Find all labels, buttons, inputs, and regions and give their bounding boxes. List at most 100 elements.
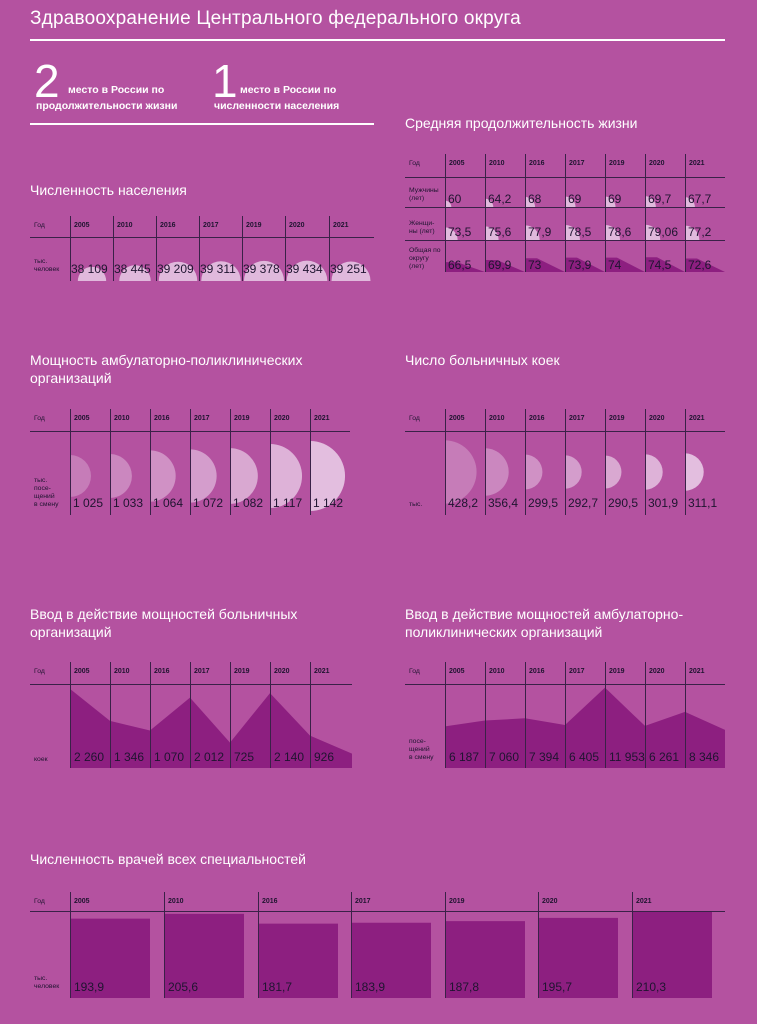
life-mark-2-3 (565, 257, 605, 272)
outp-mark-3 (190, 449, 217, 503)
newoutp-area (445, 687, 725, 768)
doc-col-divider (351, 892, 352, 998)
doc-value-5: 195,7 (542, 980, 573, 994)
beds-col-divider (485, 409, 486, 515)
outp-col-divider (230, 409, 231, 515)
outp-year-5: 2020 (274, 415, 290, 422)
pop-mark-1 (119, 265, 151, 281)
newoutp-year-2: 2016 (529, 668, 545, 675)
life-value-2-3: 73,9 (568, 258, 592, 272)
pop-value-2: 39 209 (157, 262, 194, 276)
stats-divider (30, 123, 374, 125)
pop-value-1: 38 445 (114, 262, 151, 276)
beds-col-divider (525, 409, 526, 515)
newoutp-value-6: 8 346 (689, 750, 720, 764)
life-mark-2-6 (685, 258, 725, 272)
doc-bar-5 (538, 917, 618, 998)
pop-mark-5 (286, 260, 328, 281)
doc-value-3: 183,9 (355, 980, 386, 994)
pop-unit-label: человек (34, 266, 60, 273)
newhosp-unit-label: коек (34, 756, 48, 763)
newoutp-col-divider (685, 662, 686, 768)
life-total-label: (лет) (409, 263, 425, 270)
newoutp-value-3: 6 405 (569, 750, 600, 764)
life-mark-1-3 (565, 225, 580, 240)
life-mark-0-4 (605, 196, 616, 207)
life-women-label: ны (лет) (409, 228, 435, 235)
beds-col-divider (445, 409, 446, 515)
newoutp-value-5: 6 261 (649, 750, 680, 764)
newoutp-col-divider (445, 662, 446, 768)
beds-value-6: 311,1 (688, 496, 718, 510)
beds-mark-1 (485, 448, 509, 496)
doc-year-0: 2005 (74, 898, 90, 905)
newoutp-col-divider (525, 662, 526, 768)
newhosp-value-1: 1 346 (114, 750, 145, 764)
doc-col-divider (164, 892, 165, 998)
life-year-6: 2021 (689, 160, 705, 167)
life-value-0-1: 64,2 (488, 192, 512, 206)
beds-mark-3 (565, 455, 582, 489)
pop-year-4: 2019 (246, 222, 262, 229)
newoutp-col-divider (565, 662, 566, 768)
beds-mark-0 (445, 440, 477, 504)
life-value-2-6: 72,6 (688, 258, 712, 272)
outp-mark-4 (230, 448, 258, 504)
chart-title-new-hospital: Ввод в действие мощностей больничных орг… (30, 606, 298, 640)
life-value-0-2: 68 (528, 192, 542, 206)
outp-value-2: 1 064 (153, 496, 184, 510)
life-mark-2-5 (645, 257, 685, 272)
doc-value-1: 205,6 (168, 980, 199, 994)
newoutp-unit-label: щений (409, 746, 430, 753)
doc-col-divider (258, 892, 259, 998)
stat-number: 2 (34, 55, 60, 107)
outp-mark-5 (270, 443, 303, 509)
doc-bar-0 (70, 918, 150, 998)
stat-line1: место в России по (68, 84, 165, 96)
outp-value-1: 1 033 (113, 496, 144, 510)
beds-year-label: Год (409, 415, 420, 422)
outp-mark-0 (70, 455, 91, 497)
life-value-1-4: 78,6 (608, 225, 632, 239)
life-value-1-3: 78,5 (568, 225, 592, 239)
life-value-1-1: 75,6 (488, 225, 512, 239)
pop-col-divider (113, 216, 114, 281)
doc-year-5: 2020 (542, 898, 558, 905)
life-men-label: Мужчины (409, 187, 439, 194)
life-mark-1-6 (685, 225, 700, 240)
doc-header-line (30, 911, 725, 912)
doc-unit-label: человек (34, 983, 60, 990)
stat-number: 1 (212, 55, 238, 107)
life-mark-0-6 (685, 197, 695, 207)
newhosp-year-6: 2021 (314, 668, 330, 675)
life-col-divider (525, 154, 526, 272)
beds-value-5: 301,9 (648, 496, 679, 510)
life-mark-0-3 (565, 196, 576, 207)
outp-year-0: 2005 (74, 415, 90, 422)
life-value-2-2: 73 (528, 258, 542, 272)
newhosp-year-3: 2017 (194, 668, 210, 675)
life-mark-1-0 (445, 227, 458, 240)
chart-title-life: Средняя продолжительность жизни (405, 115, 638, 131)
beds-mark-5 (645, 454, 663, 490)
newhosp-col-divider (270, 662, 271, 768)
pop-mark-3 (201, 261, 241, 281)
life-mark-2-0 (445, 262, 485, 272)
outp-value-6: 1 142 (313, 496, 344, 510)
beds-year-2: 2016 (529, 415, 545, 422)
outp-mark-6 (310, 440, 346, 512)
life-col-divider (565, 154, 566, 272)
newhosp-value-0: 2 260 (74, 750, 105, 764)
beds-mark-2 (525, 454, 543, 490)
beds-year-0: 2005 (449, 415, 465, 422)
newhosp-year-5: 2020 (274, 668, 290, 675)
life-value-0-6: 67,7 (688, 192, 712, 206)
newhosp-col-divider (230, 662, 231, 768)
doc-year-label: Год (34, 898, 45, 905)
newoutp-year-5: 2020 (649, 668, 665, 675)
pop-value-3: 39 311 (200, 262, 236, 276)
doc-bar-2 (258, 923, 338, 998)
doc-col-divider (538, 892, 539, 998)
newhosp-year-1: 2010 (114, 668, 130, 675)
